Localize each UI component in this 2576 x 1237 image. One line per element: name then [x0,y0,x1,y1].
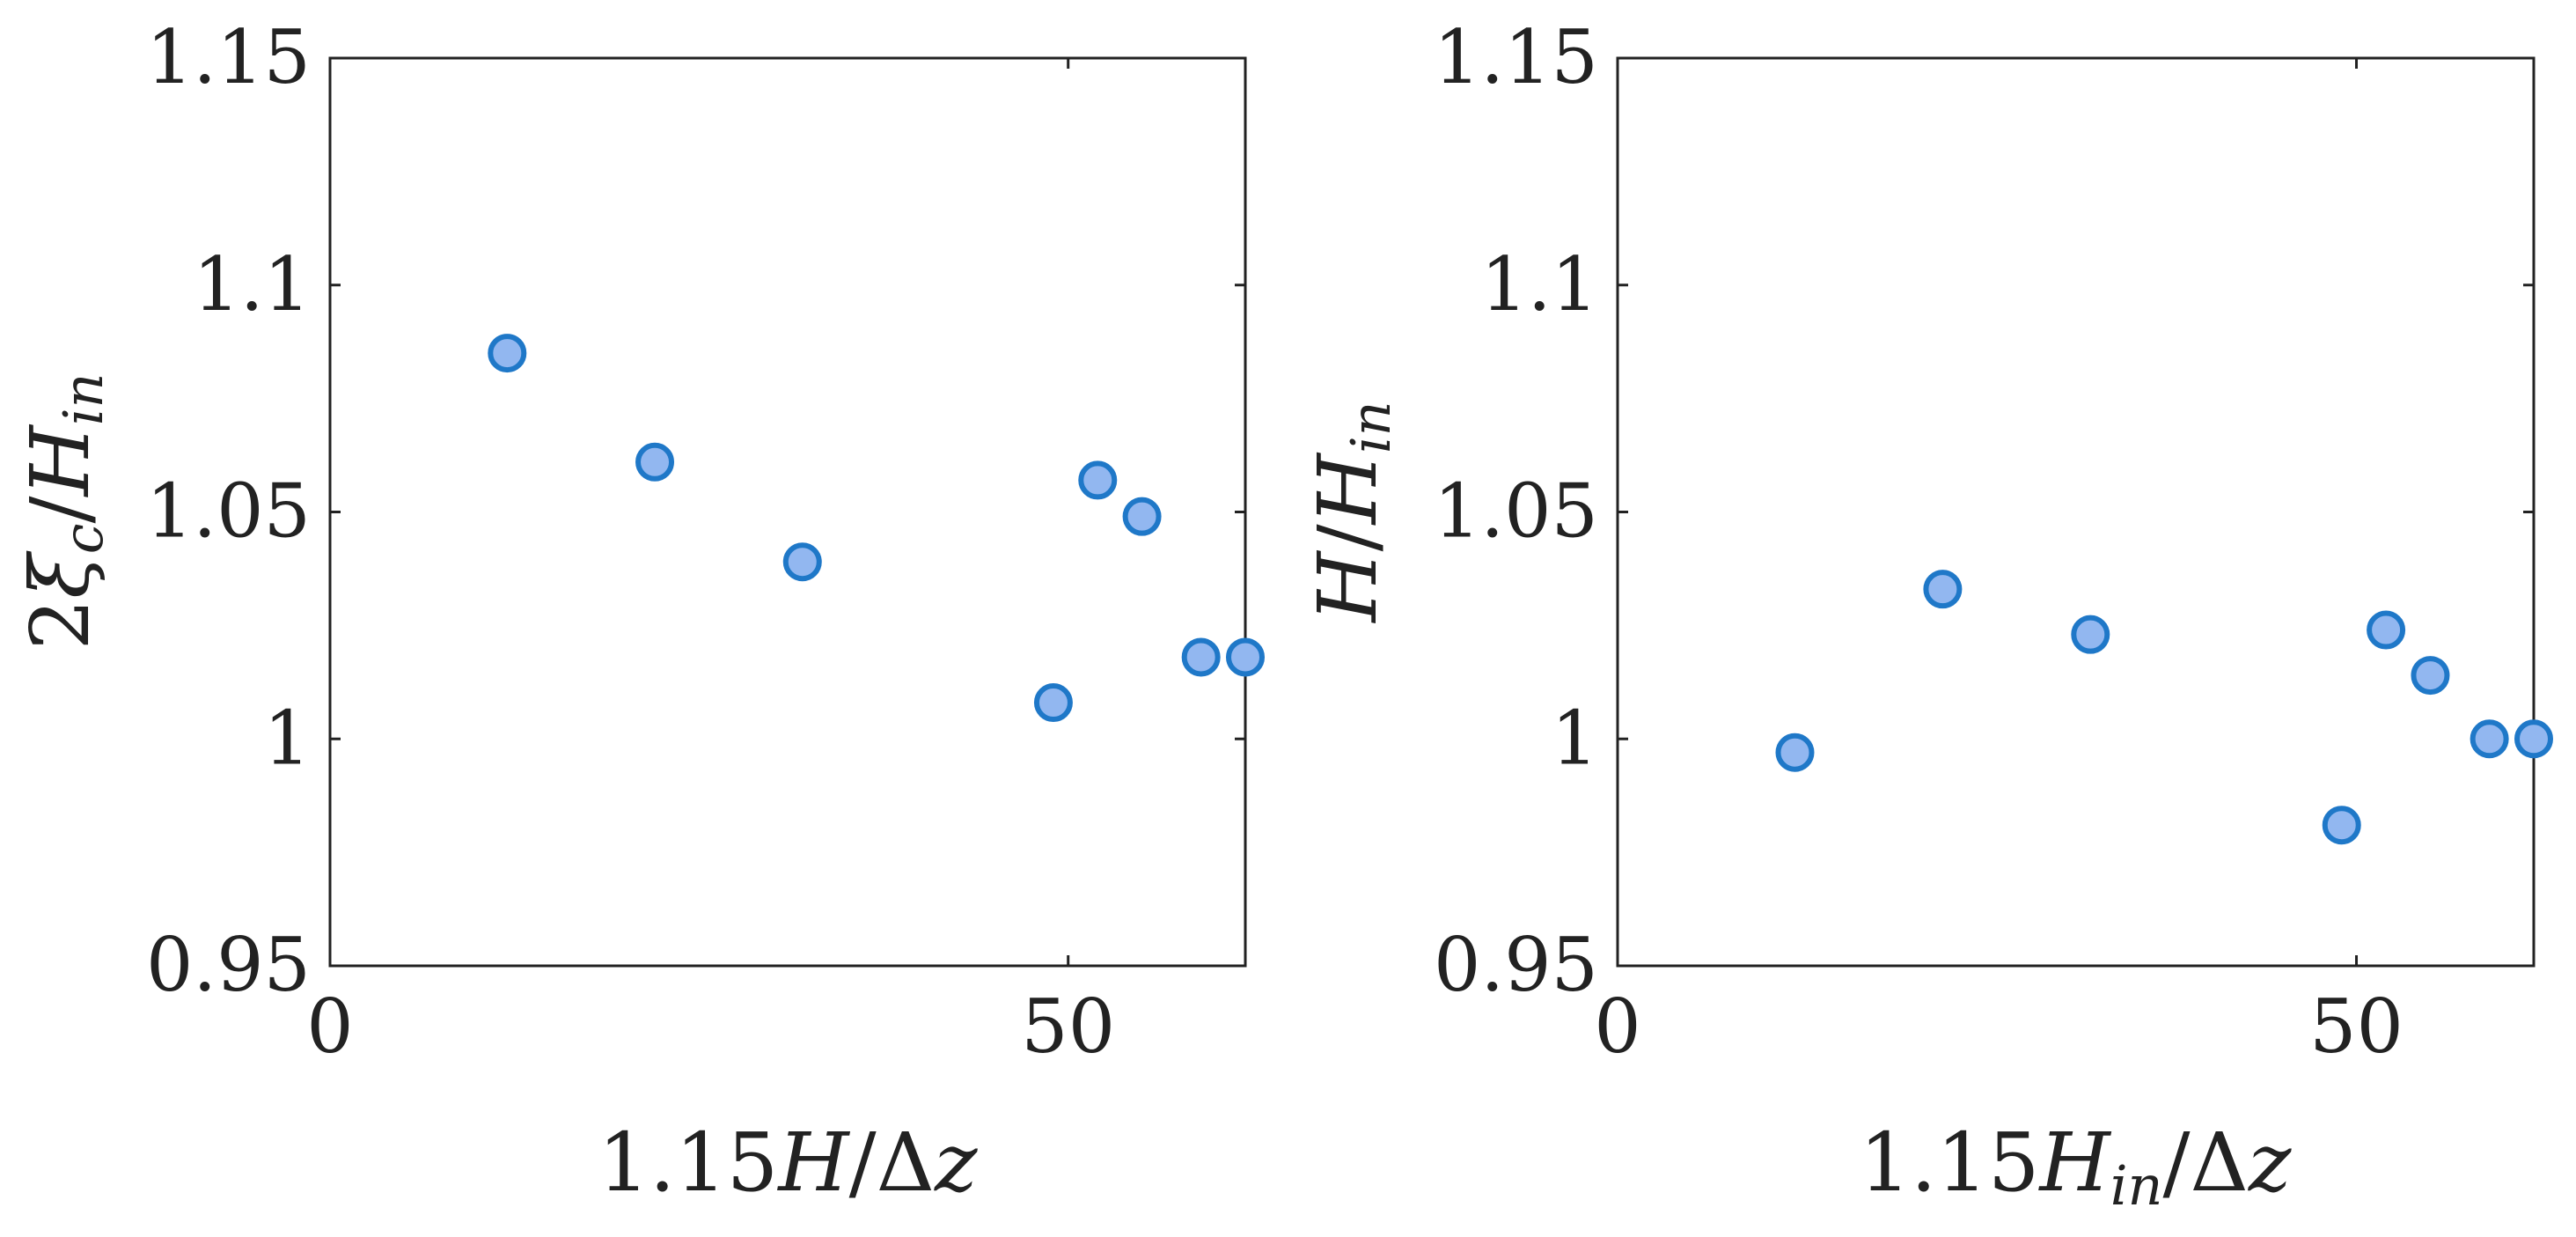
left-y-tick-label: 1.1 [193,241,311,328]
left-data-point [782,542,822,582]
left-y-tick-label: 1.05 [146,468,311,555]
right-panel: 0.95 1 1.05 1.1 1.15 0 50 1.15Hin/Δz H/Hin [1301,14,2553,1218]
right-x-ticks: 0 50 [1594,58,2404,1070]
left-data-point [1226,637,1265,677]
left-y-axis-label: 2ξc/Hin [13,373,115,651]
left-y-tick-label: 0.95 [146,922,311,1008]
left-data-point [1033,683,1073,723]
left-data-point [1078,460,1118,500]
right-data-point [2411,656,2450,696]
right-data-points [1775,570,2553,845]
right-y-tick-label: 1 [1552,695,1598,781]
right-data-point [2367,610,2406,650]
left-x-tick-label: 0 [306,983,353,1070]
left-y-ticks: 0.95 1 1.05 1.1 1.15 [146,14,1245,1008]
right-data-point [1923,570,1963,609]
right-y-axis-label: H/Hin [1301,401,1403,623]
right-data-point [1775,733,1815,772]
right-data-point [2470,719,2509,759]
right-plot-frame [1616,56,2536,968]
left-data-point [635,442,675,482]
right-data-point [2322,806,2361,845]
left-panel: 0.95 1 1.05 1.1 1.15 0 50 1.15H/Δz 2ξc/Hin [13,14,1265,1210]
right-data-point [2071,615,2110,654]
left-y-tick-label: 1 [264,695,311,781]
left-plot-frame [328,56,1247,968]
left-data-point [488,334,527,373]
right-y-tick-label: 1.05 [1434,468,1598,555]
left-x-axis-label: 1.15H/Δz [598,1116,979,1210]
right-y-tick-label: 1.15 [1434,14,1598,100]
right-x-axis-label: 1.15Hin/Δz [1860,1116,2292,1218]
right-y-ticks: 0.95 1 1.05 1.1 1.15 [1434,14,2534,1008]
left-x-tick-label: 50 [1021,983,1115,1070]
right-data-point [2514,719,2553,759]
right-x-tick-label: 50 [2309,983,2404,1070]
left-data-point [1122,497,1162,536]
right-y-tick-label: 0.95 [1434,922,1598,1008]
right-y-tick-label: 1.1 [1480,241,1598,328]
left-data-points [488,334,1265,723]
left-data-point [1181,637,1221,677]
left-y-tick-label: 1.15 [146,14,311,100]
right-x-tick-label: 0 [1594,983,1640,1070]
left-x-ticks: 0 50 [306,58,1115,1070]
